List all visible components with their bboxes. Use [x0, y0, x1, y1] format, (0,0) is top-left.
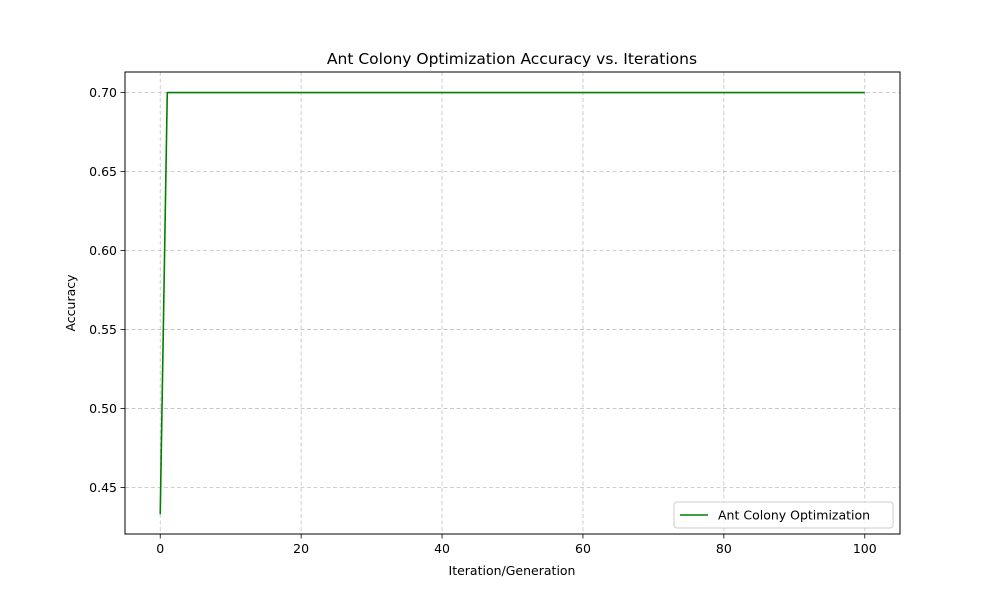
- legend-box: [673, 501, 894, 529]
- grid: [125, 72, 900, 534]
- legend: Ant Colony Optimization: [673, 501, 894, 529]
- chart-title: Ant Colony Optimization Accuracy vs. Ite…: [327, 50, 697, 68]
- plot-frame: [124, 71, 901, 535]
- x-tick-label: 40: [434, 541, 450, 556]
- x-tick-label: 100: [853, 541, 877, 556]
- x-tick-label: 60: [575, 541, 591, 556]
- y-tick-label: 0.60: [89, 243, 117, 258]
- y-tick-label: 0.70: [89, 85, 117, 100]
- y-tick-label: 0.45: [89, 480, 117, 495]
- x-tick-label: 20: [293, 541, 309, 556]
- y-tick-label: 0.55: [89, 322, 117, 337]
- legend-label: Ant Colony Optimization: [718, 508, 870, 523]
- axis-ticks: 0 20 40 60 80 100 0.45 0.50 0.55 0.60 0.65 0.70: [89, 85, 877, 556]
- x-tick-label: 0: [156, 541, 164, 556]
- x-axis-title: Iteration/Generation: [449, 563, 576, 578]
- y-tick-label: 0.65: [89, 164, 117, 179]
- series-layer: [159, 91, 865, 515]
- y-tick-label: 0.50: [89, 401, 117, 416]
- series-line-ant-colony-optimization: [159, 91, 865, 515]
- x-tick-label: 80: [716, 541, 732, 556]
- y-axis-title: Accuracy: [63, 274, 78, 332]
